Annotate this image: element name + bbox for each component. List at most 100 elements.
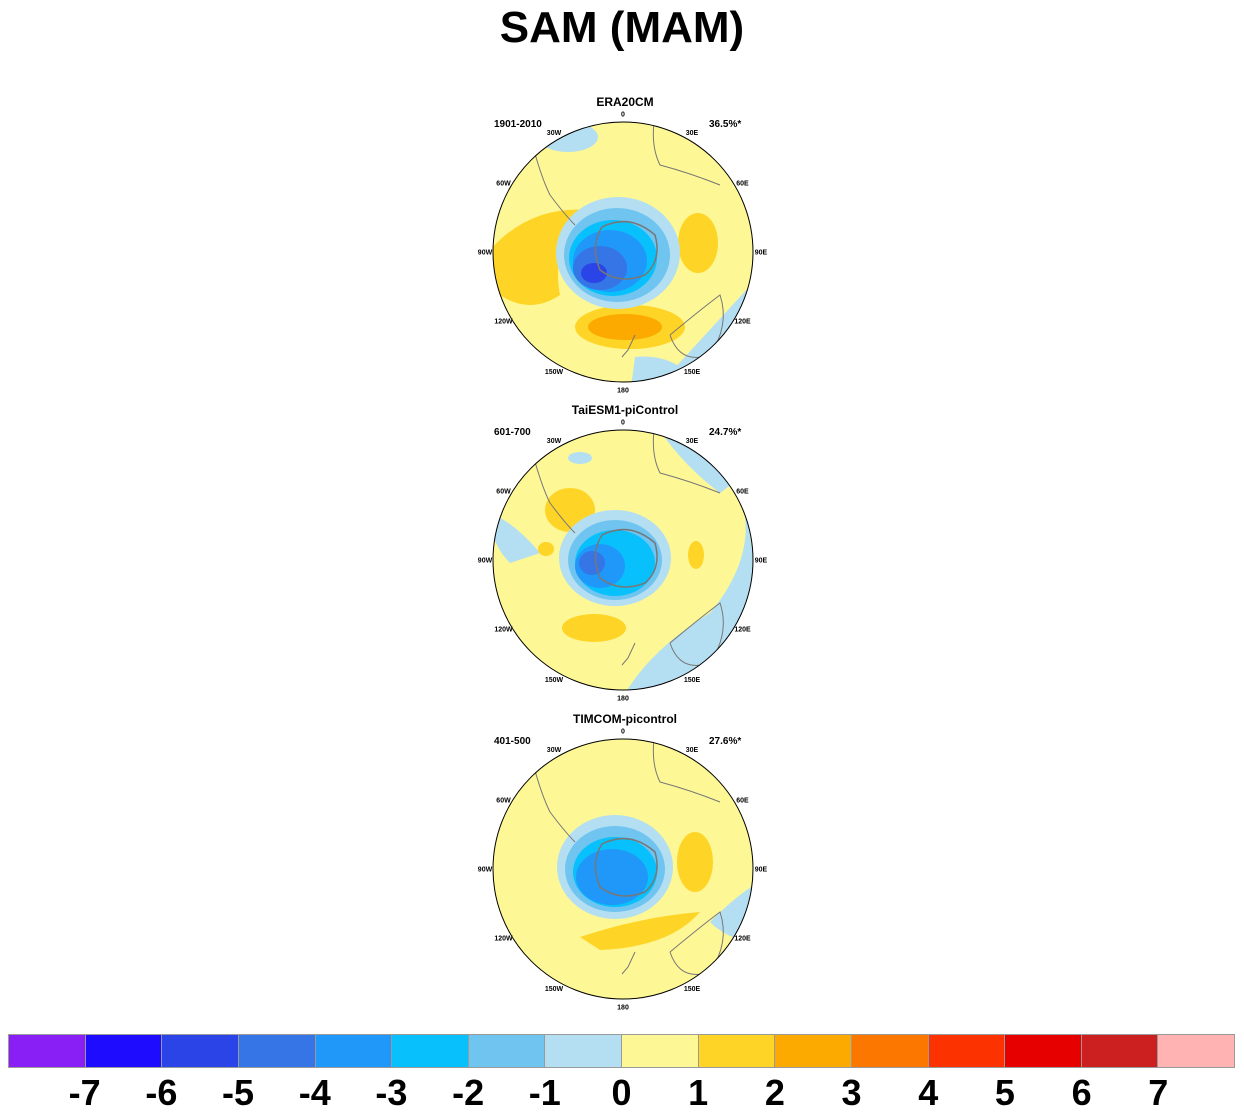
polar-map: 0 30E 60E 90E 120E 150E 180 150W 120W 90W 60W 30W — [478, 420, 768, 703]
map-boundary — [492, 429, 754, 691]
longitude-label: 30E — [686, 747, 699, 754]
longitude-label: 180 — [617, 696, 629, 703]
figure-title: SAM (MAM) — [499, 3, 745, 52]
colorbar-swatch — [9, 1035, 86, 1067]
longitude-label: 90W — [478, 558, 493, 565]
south-america-coastline — [529, 442, 576, 534]
longitude-label: 90W — [478, 250, 493, 257]
longitude-label: 60W — [496, 489, 511, 496]
colorbar-tick-label: 1 — [688, 1072, 709, 1113]
longitude-label: 180 — [617, 1005, 629, 1012]
longitude-label: 150E — [684, 677, 701, 684]
longitude-label: 60E — [736, 181, 749, 188]
new-zealand-coastline — [621, 951, 636, 975]
longitude-label: 120E — [734, 627, 751, 634]
colorbar-swatch — [622, 1035, 699, 1067]
colorbar-tick-label: -7 — [68, 1072, 101, 1113]
colorbar-swatch — [1005, 1035, 1082, 1067]
longitude-label: 60W — [496, 181, 511, 188]
map-panel: ERA20CM 1901-2010 36.5%* 0 30E 60E 90E 1 — [470, 95, 780, 395]
panel-period-label: 601-700 — [494, 427, 531, 438]
longitude-label: 120W — [494, 627, 513, 634]
longitude-label: 90E — [755, 250, 768, 257]
panel-variance-label: 27.6%* — [709, 736, 742, 747]
new-zealand-coastline — [621, 334, 636, 358]
longitude-label: 0 — [621, 729, 625, 736]
south-america-coastline — [529, 134, 576, 226]
map-boundary — [492, 121, 754, 383]
colorbar-swatch — [545, 1035, 622, 1067]
panel-variance-label: 24.7%* — [709, 427, 742, 438]
negative-contour — [568, 452, 592, 464]
colorbar-swatch — [392, 1035, 469, 1067]
colorbar-tick-label: -1 — [528, 1072, 561, 1113]
antarctica-coastline — [594, 528, 658, 588]
longitude-label: 120E — [734, 319, 751, 326]
polar-map: 0 30E 60E 90E 120E 150E 180 150W 120W 90W 60W 30W — [478, 729, 768, 1012]
colorbar-swatch — [85, 1035, 163, 1067]
longitude-label: 60E — [736, 489, 749, 496]
antarctica-coastline — [594, 837, 658, 897]
colorbar-swatch — [698, 1035, 776, 1067]
longitude-label: 150E — [684, 986, 701, 993]
negative-contour — [576, 849, 648, 905]
colorbar-tick-label: 0 — [611, 1072, 632, 1113]
longitude-labels: 0 30E 60E 90E 120E 150E 180 150W 120W 90W 60W 30W — [478, 729, 768, 1012]
map-panel: TIMCOM-picontrol 401-500 27.6%* 0 30E 60E 9… — [470, 712, 780, 1012]
longitude-label: 30W — [547, 438, 562, 445]
colorbar — [8, 1034, 1235, 1068]
longitude-label: 30E — [686, 438, 699, 445]
colorbar-tick-label: 3 — [841, 1072, 862, 1113]
positive-contour — [562, 614, 626, 642]
colorbar-swatch — [315, 1035, 393, 1067]
longitude-label: 90E — [755, 558, 768, 565]
colorbar-tick-label: -3 — [375, 1072, 408, 1113]
panel-title: TaiESM1-piControl — [571, 403, 679, 417]
polar-map: 0 30E 60E 90E 120E 150E 180 150W 120W 90W 60W 30W — [478, 112, 768, 395]
colorbar-swatch — [162, 1035, 239, 1067]
colorbar-swatch — [928, 1035, 1006, 1067]
negative-contour — [493, 513, 540, 563]
colorbar-tick-label: 5 — [994, 1072, 1015, 1113]
colorbar-tick-label: -5 — [222, 1072, 255, 1113]
map-panel: TaiESM1-piControl 601-700 24.7%* 0 30 — [470, 403, 780, 703]
longitude-label: 0 — [621, 112, 625, 119]
colorbar-swatch — [1081, 1035, 1159, 1067]
longitude-label: 120E — [734, 936, 751, 943]
negative-contour — [581, 263, 607, 283]
positive-contour — [580, 912, 700, 950]
longitude-label: 60W — [496, 798, 511, 805]
longitude-labels: 0 30E 60E 90E 120E 150E 180 150W 120W 90W 60W 30W — [478, 112, 768, 395]
africa-coastline — [652, 430, 721, 494]
australia-coastline — [669, 294, 724, 358]
australia-coastline — [669, 911, 724, 975]
colorbar-tick-label: 6 — [1071, 1072, 1092, 1113]
colorbar-tick-label: 2 — [764, 1072, 785, 1113]
longitude-labels: 0 30E 60E 90E 120E 150E 180 150W 120W 90W 60W 30W — [478, 420, 768, 703]
colorbar-tick-label: -4 — [298, 1072, 331, 1113]
panel-period-label: 1901-2010 — [494, 119, 542, 130]
longitude-label: 90W — [478, 867, 493, 874]
longitude-label: 150W — [545, 677, 564, 684]
longitude-label: 90E — [755, 867, 768, 874]
longitude-label: 30W — [547, 747, 562, 754]
positive-contour — [678, 213, 718, 273]
australia-coastline — [669, 602, 724, 666]
longitude-label: 150W — [545, 369, 564, 376]
colorbar-tick-label: 4 — [918, 1072, 939, 1113]
colorbar-tick-label: -6 — [145, 1072, 178, 1113]
africa-coastline — [652, 122, 721, 186]
negative-contour — [579, 551, 605, 575]
longitude-label: 150E — [684, 369, 701, 376]
longitude-label: 60E — [736, 798, 749, 805]
panel-variance-label: 36.5%* — [709, 119, 742, 130]
colorbar-tick-label: 7 — [1148, 1072, 1169, 1113]
colorbar-swatch — [468, 1035, 546, 1067]
africa-coastline — [652, 739, 721, 803]
longitude-label: 120W — [494, 936, 513, 943]
colorbar-swatch — [775, 1035, 852, 1067]
colorbar-swatch — [238, 1035, 316, 1067]
antarctica-coastline — [594, 220, 658, 280]
new-zealand-coastline — [621, 642, 636, 666]
south-america-coastline — [529, 751, 576, 843]
